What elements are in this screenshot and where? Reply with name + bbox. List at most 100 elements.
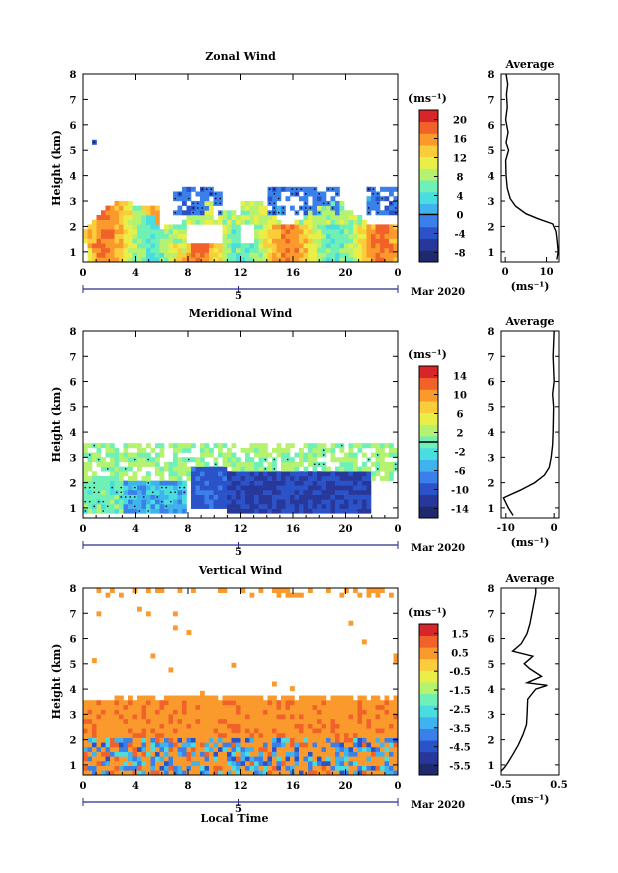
heatmap-cell [362, 471, 367, 477]
heatmap-cell [294, 770, 300, 776]
contour-dot [147, 458, 150, 461]
heatmap-cell [195, 485, 201, 491]
heatmap-cell [195, 704, 201, 710]
heatmap-cell [204, 215, 210, 220]
heatmap-cell [312, 238, 318, 244]
heatmap-cell [276, 746, 282, 752]
heatmap-cell [384, 205, 390, 211]
heatmap-cell [389, 229, 394, 235]
heatmap-cell [285, 592, 291, 598]
heatmap-cell [119, 732, 124, 738]
heatmap-cell [222, 751, 228, 757]
heatmap-cell [119, 466, 124, 472]
heatmap-cell [195, 765, 201, 771]
heatmap-cell [326, 728, 331, 734]
heatmap-cell [339, 247, 345, 253]
heatmap-cell [137, 452, 142, 458]
contour-dot [160, 500, 163, 503]
heatmap-cell [177, 588, 183, 593]
profile-y-tick-label: 3 [488, 710, 495, 721]
y-tick-label: 5 [70, 660, 77, 671]
x-axis-label: Local Time [201, 812, 269, 825]
heatmap-cell [362, 489, 367, 495]
heatmap-cell [294, 257, 300, 263]
heatmap-cell [119, 233, 124, 239]
heatmap-cell [308, 243, 313, 249]
heatmap-cell [204, 499, 210, 505]
heatmap-cell [362, 229, 367, 235]
x-tick-label: 20 [339, 524, 353, 535]
heatmap-cell [236, 737, 241, 743]
heatmap-cell [335, 443, 340, 449]
heatmap-cell [245, 751, 250, 757]
heatmap-cell [114, 695, 120, 701]
heatmap-cell [123, 257, 129, 263]
heatmap-cell [348, 210, 354, 216]
heatmap-cell [96, 611, 102, 617]
heatmap-cell [195, 746, 201, 752]
heatmap-cell [245, 447, 250, 453]
heatmap-cell [344, 751, 349, 757]
heatmap-cells [83, 139, 399, 263]
heatmap-cell [330, 499, 336, 505]
heatmap-cell [290, 728, 295, 734]
heatmap-cell [137, 770, 142, 776]
heatmap-cell [114, 508, 120, 514]
heatmap-cell [83, 756, 88, 762]
heatmap-cell [173, 247, 178, 253]
heatmap-cell [119, 215, 124, 220]
heatmap-cell [303, 238, 309, 244]
colorbar-swatch [419, 145, 438, 158]
heatmap-cell [263, 252, 268, 258]
heatmap-cell [321, 746, 327, 752]
heatmap-cell [348, 760, 354, 766]
heatmap-cell [290, 489, 295, 495]
heatmap-cell [249, 499, 255, 505]
heatmap-cell [344, 210, 349, 216]
heatmap-cell [321, 219, 327, 225]
heatmap-cell [209, 257, 214, 263]
heatmap-cell [348, 257, 354, 263]
heatmap-cell [222, 737, 228, 743]
heatmap-cell [267, 704, 273, 710]
contour-dot [309, 207, 312, 209]
heatmap-cell [285, 475, 291, 481]
heatmap-cell [240, 695, 246, 701]
heatmap-cell [96, 480, 102, 486]
heatmap-cell [312, 742, 318, 748]
heatmap-cell [155, 765, 160, 771]
heatmap-cell [105, 257, 111, 263]
heatmap-cell [186, 765, 192, 771]
heatmap-cell [92, 751, 97, 757]
heatmap-cell [128, 257, 133, 263]
heatmap-cell [276, 452, 282, 458]
heatmap-cell [200, 770, 205, 776]
heatmap-cell [258, 770, 264, 776]
heatmap-cell [191, 765, 196, 771]
heatmap-cell [353, 233, 358, 239]
heatmap-cell [168, 704, 174, 710]
heatmap-cell [326, 475, 331, 481]
heatmap-cell [335, 466, 340, 472]
heatmap-cell [281, 485, 286, 491]
heatmap-cell [321, 243, 327, 249]
heatmap-cell [146, 700, 151, 706]
heatmap-cell [258, 257, 264, 263]
heatmap-cell [303, 742, 309, 748]
heatmap-cell [348, 461, 354, 467]
heatmap-cell [254, 229, 259, 235]
heatmap-cell [389, 243, 394, 249]
heatmap-cell [321, 475, 327, 481]
heatmap-cell [240, 728, 246, 734]
heatmap-cell [290, 485, 295, 491]
heatmap-cell [177, 756, 183, 762]
heatmap-cell [290, 480, 295, 486]
heatmap-cell [321, 760, 327, 766]
colorbar-tick-label: 20 [453, 116, 467, 127]
contour-dot [214, 202, 217, 205]
heatmap-cell [366, 588, 372, 593]
heatmap-cell [105, 247, 111, 253]
heatmap-cell [308, 503, 313, 509]
heatmap-cell [353, 508, 358, 514]
heatmap-cell [128, 723, 133, 729]
